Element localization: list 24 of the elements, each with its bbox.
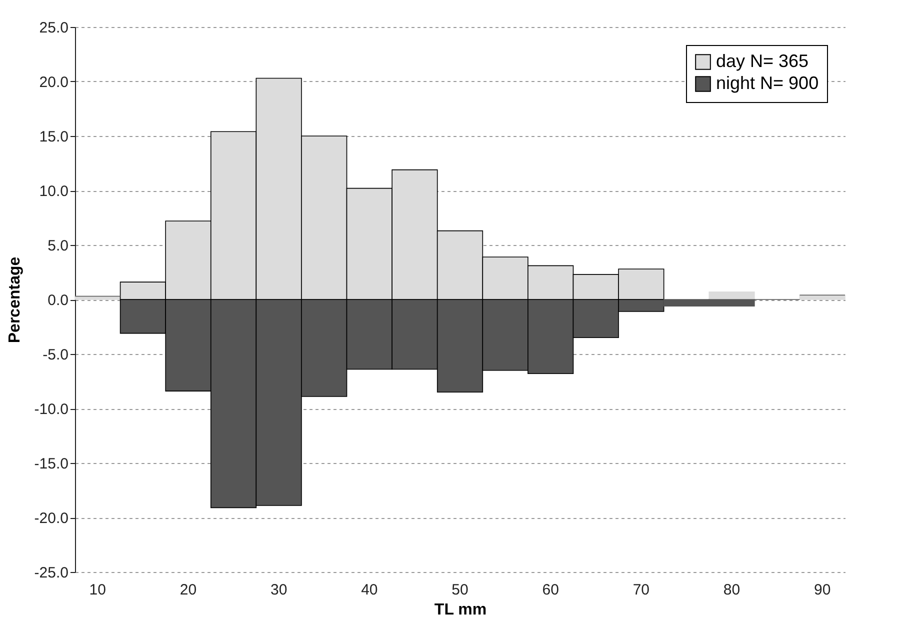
y-tick-label: -5.0 <box>42 346 68 364</box>
y-axis-title: Percentage <box>6 256 24 344</box>
y-tick-label: -15.0 <box>34 456 68 472</box>
y-tick-label: 15.0 <box>39 128 68 146</box>
x-tick-label: 60 <box>542 582 559 598</box>
x-tick-label: 40 <box>361 582 378 598</box>
y-tick-label: -20.0 <box>34 510 68 527</box>
y-tick-label: 20.0 <box>39 74 68 91</box>
y-tick-label: 0.0 <box>48 292 68 309</box>
x-tick-label: 30 <box>270 582 288 598</box>
x-tick-label: 80 <box>723 582 740 598</box>
legend-label: day N= 365 <box>716 51 809 71</box>
x-tick-label: 90 <box>814 582 831 598</box>
y-tick-label: -10.0 <box>34 401 68 418</box>
y-tick-label: -25.0 <box>34 564 68 582</box>
x-tick-label: 10 <box>89 582 106 598</box>
x-tick-label: 20 <box>180 582 197 598</box>
legend-label: night N= 900 <box>716 73 819 93</box>
y-tick-label: 10.0 <box>39 183 68 200</box>
x-tick-label: 70 <box>632 582 650 598</box>
x-tick-label: 50 <box>452 582 468 598</box>
x-axis-title: TL mm <box>434 602 487 618</box>
y-tick-label: 5.0 <box>48 238 68 254</box>
y-tick-label: 25.0 <box>39 20 68 36</box>
